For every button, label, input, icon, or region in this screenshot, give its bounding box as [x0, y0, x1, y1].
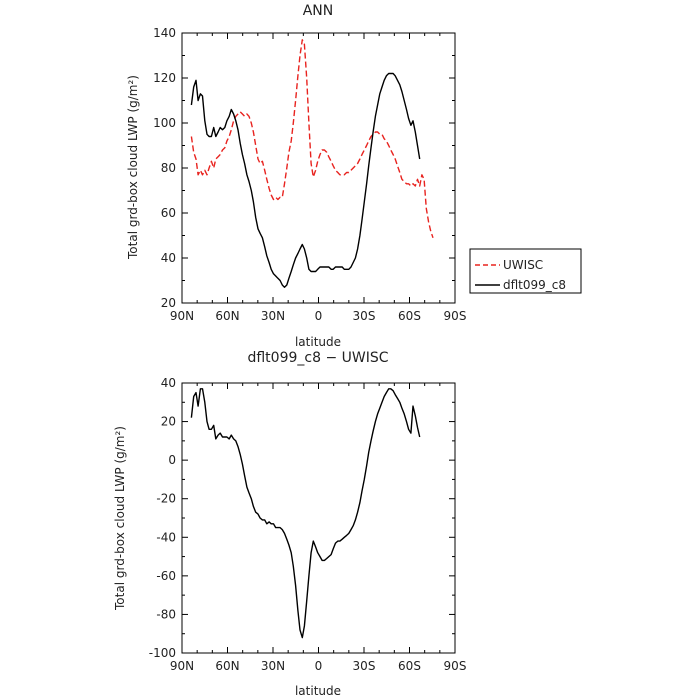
- bottom-y-tick-label: -20: [156, 492, 176, 506]
- bottom-x-tick-label: 90N: [170, 659, 194, 673]
- legend-label-dflt099-c8: dflt099_c8: [503, 278, 566, 292]
- bottom-x-tick-label: 0: [315, 659, 323, 673]
- bottom-plot-frame: [181, 382, 456, 654]
- legend: UWISC dflt099_c8: [469, 248, 582, 294]
- bottom-x-tick-label: 30S: [353, 659, 376, 673]
- bottom-y-tick-label: -100: [149, 646, 176, 660]
- bottom-x-axis-label: latitude: [295, 684, 341, 698]
- bottom-chart-title: dflt099_c8 − UWISC: [247, 350, 388, 366]
- top-y-axis-label-text: Total grd-box cloud LWP (g/m²): [126, 75, 140, 260]
- bottom-y-tick-label: 20: [161, 415, 176, 429]
- bottom-x-tick-label: 30N: [261, 659, 285, 673]
- top-x-tick-label: 60N: [215, 309, 239, 323]
- bottom-x-tick-label: 60S: [398, 659, 421, 673]
- bottom-y-tick-label: 0: [168, 453, 176, 467]
- top-x-axis-label: latitude: [295, 335, 341, 349]
- top-x-tick-label: 60S: [398, 309, 421, 323]
- bottom-x-tick-label: 90S: [444, 659, 467, 673]
- legend-label-uwisc: UWISC: [503, 258, 543, 272]
- top-y-tick-label: 100: [153, 116, 176, 130]
- top-series-line-uwisc: [190, 39, 434, 239]
- bottom-plot-area: -100 -80 -60 -40 -20 0 20 40 90N 60N 30N 0 30S 60S 90S: [149, 376, 467, 673]
- top-y-tick-label: 20: [161, 296, 176, 310]
- top-x-tick-label: 30N: [261, 309, 285, 323]
- top-series-group: [190, 39, 434, 288]
- bottom-y-tick-label: -60: [156, 569, 176, 583]
- top-x-tick-label: 90N: [170, 309, 194, 323]
- top-chart-title: ANN: [303, 3, 334, 19]
- bottom-y-axis-label-text: Total grd-box cloud LWP (g/m²): [113, 426, 127, 611]
- bottom-series-group: [190, 388, 421, 639]
- top-y-tick-label: 80: [161, 161, 176, 175]
- top-series-line-dflt099-c8: [190, 72, 421, 288]
- bottom-series-line-difference: [190, 388, 421, 639]
- top-x-tick-label: 0: [315, 309, 323, 323]
- bottom-y-axis-label: Total grd-box cloud LWP (g/m²): [113, 426, 127, 611]
- top-y-axis-label: Total grd-box cloud LWP (g/m²): [126, 75, 140, 260]
- top-plot-frame: [181, 32, 456, 304]
- top-plot-area: 20 40 60 80 100 120 140 90N 60N 30N 0 30S 60S 90S: [153, 26, 466, 323]
- top-y-tick-label: 60: [161, 206, 176, 220]
- top-x-tick-label: 30S: [353, 309, 376, 323]
- top-y-tick-label: 140: [153, 26, 176, 40]
- top-y-tick-label: 40: [161, 251, 176, 265]
- top-y-tick-label: 120: [153, 71, 176, 85]
- bottom-y-tick-label: 40: [161, 376, 176, 390]
- top-panel: ANN 20 40 60 80 100 120 140 90N 60N 30N 0 30S 60S 90S…: [126, 3, 466, 349]
- bottom-panel: dflt099_c8 − UWISC -100 -80 -60 -40 -20 0 20 40…: [113, 350, 466, 698]
- bottom-y-tick-label: -80: [156, 607, 176, 621]
- bottom-x-tick-label: 60N: [215, 659, 239, 673]
- bottom-y-tick-label: -40: [156, 530, 176, 544]
- top-x-tick-label: 90S: [444, 309, 467, 323]
